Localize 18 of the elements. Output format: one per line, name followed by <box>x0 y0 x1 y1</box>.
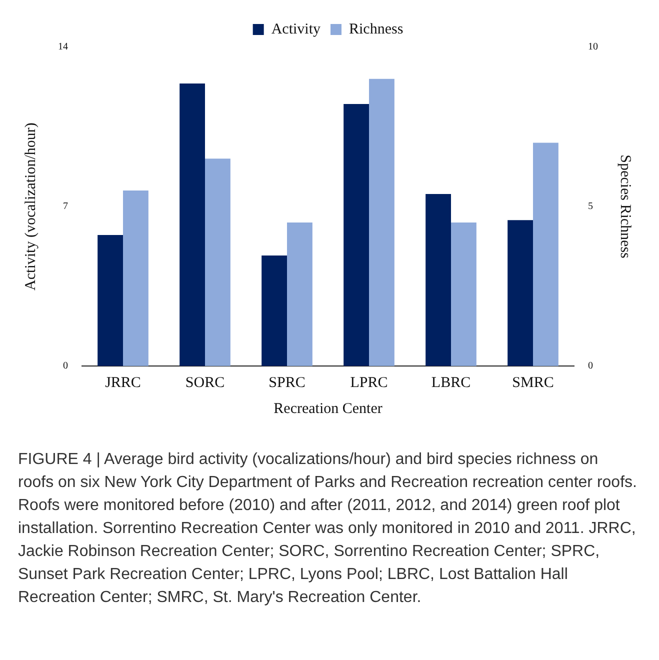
x-tick-label: JRRC <box>105 374 141 391</box>
x-tick-label: SORC <box>185 374 225 391</box>
y-axis-title: Activity (vocalization/hour) <box>22 122 39 290</box>
legend-label: Activity <box>271 21 321 38</box>
caption: FIGURE 4 | Average bird activity (vocalizations/hour) and bird species richness on roofs on six New York City Department of Parks and Recreation recreation center roofs. Roofs were monitored before (2010) and after (2011, 2012, and 2014) green roof plot installation. Sorrentino Recreation Center was only monitored in 2010 and 2011. JRRC, Jackie Robinson Recreation Center; SORC, Sorrentino Recreation Center; SPRC, Sunset Park Recreation Center; LPRC, Lyons Pool; LBRC, Lost Battalion Hall Recreation Center; SMRC, St. Mary's Recreation Center. <box>18 450 638 608</box>
y-tick-label: 7 <box>63 201 68 212</box>
legend-label: Richness <box>349 21 404 38</box>
y-tick-label: 0 <box>63 360 68 372</box>
x-axis-title: Recreation Center <box>274 400 382 417</box>
y2-tick-label: 0 <box>588 360 593 372</box>
x-tick-label: LPRC <box>350 374 388 391</box>
x-tick-label: LBRC <box>431 374 471 391</box>
y2-axis-title: Species Richness <box>617 154 634 259</box>
y-tick-label: 14 <box>58 42 68 53</box>
x-tick-label: SPRC <box>268 374 306 391</box>
y2-tick-label: 10 <box>588 42 598 53</box>
x-tick-label: SMRC <box>512 374 554 391</box>
y2-tick-label: 5 <box>588 201 593 212</box>
